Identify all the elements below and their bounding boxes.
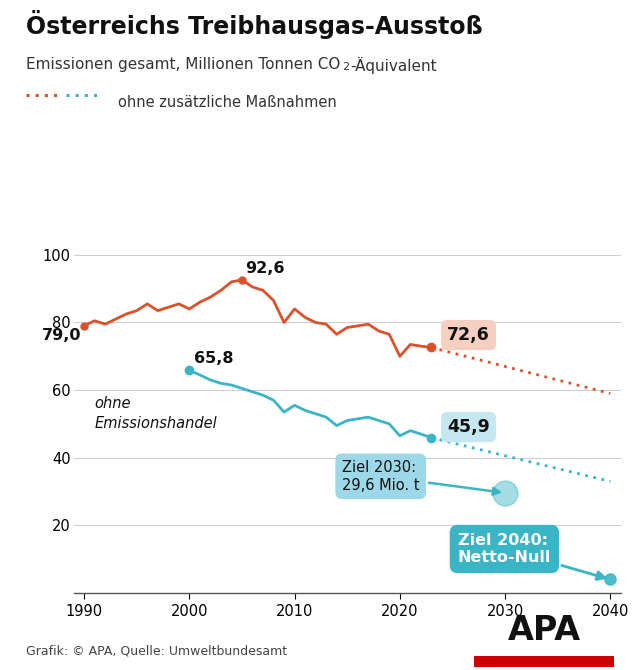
Text: Ziel 2040:
Netto-Null: Ziel 2040: Netto-Null [458,533,605,580]
Text: ohne zusätzliche Maßnahmen: ohne zusätzliche Maßnahmen [118,95,337,110]
Bar [474,655,614,667]
Text: Österreichs Treibhausgas-Ausstoß: Österreichs Treibhausgas-Ausstoß [26,10,482,39]
Text: 79,0: 79,0 [42,328,81,342]
Text: -Äquivalent: -Äquivalent [351,57,437,74]
Text: ohne
Emissionshandel: ohne Emissionshandel [95,397,218,431]
Text: 65,8: 65,8 [193,352,233,366]
Text: 45,9: 45,9 [447,418,490,436]
Text: Ziel 2030:
29,6 Mio. t: Ziel 2030: 29,6 Mio. t [342,460,500,494]
Text: 72,6: 72,6 [447,326,490,344]
Text: Emissionen gesamt, Millionen Tonnen CO: Emissionen gesamt, Millionen Tonnen CO [26,57,340,72]
Text: 2: 2 [342,62,349,72]
Text: Grafik: © APA, Quelle: Umweltbundesamt: Grafik: © APA, Quelle: Umweltbundesamt [26,645,287,658]
Text: 92,6: 92,6 [245,261,285,276]
Text: APA: APA [508,614,580,647]
